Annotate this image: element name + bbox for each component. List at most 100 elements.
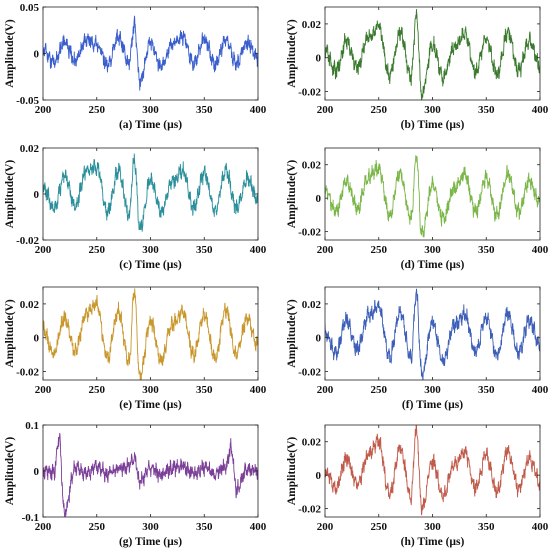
y-axis-label: Amplitude(V) <box>4 19 16 88</box>
y-tick-label: 0 <box>34 466 40 478</box>
y-tick-label: 0.02 <box>20 143 40 155</box>
series-line-a <box>43 15 258 91</box>
y-tick-label: 0 <box>316 53 322 65</box>
x-tick-label: 300 <box>424 521 441 533</box>
series-line-h <box>325 425 540 516</box>
series-line-f <box>325 288 540 380</box>
x-tick-label: 200 <box>35 244 52 256</box>
y-tick-label: -0.02 <box>298 504 321 516</box>
x-tick-label: 350 <box>196 521 213 533</box>
x-axis-label: (c) Time (µs) <box>119 259 182 271</box>
y-tick-label: 0.02 <box>302 19 322 31</box>
y-axis-label: Amplitude(V) <box>4 437 16 506</box>
x-tick-label: 400 <box>532 104 549 116</box>
x-tick-label: 250 <box>89 521 106 533</box>
y-tick-label: 0 <box>34 333 40 345</box>
x-tick-label: 250 <box>371 384 388 396</box>
x-tick-label: 200 <box>317 104 334 116</box>
x-axis-label: (d) Time (µs) <box>401 259 465 271</box>
y-axis-label: Amplitude(V) <box>4 299 16 368</box>
series-line-c <box>43 153 258 232</box>
y-axis-label: Amplitude(V) <box>4 160 16 229</box>
y-axis-label: Amplitude(V) <box>286 19 298 88</box>
series-line-e <box>43 288 258 380</box>
axes-box-b <box>324 6 541 101</box>
y-tick-label: -0.02 <box>298 367 321 379</box>
x-axis-label: (f) Time (µs) <box>402 399 463 411</box>
axes-box-d <box>324 147 541 241</box>
x-tick-label: 200 <box>35 521 52 533</box>
axes-box-f <box>324 286 541 381</box>
y-tick-label: 0.02 <box>20 299 40 311</box>
y-tick-label: 0.02 <box>302 160 322 172</box>
y-tick-label: 0.1 <box>25 420 39 432</box>
y-tick-label: 0 <box>316 470 322 482</box>
y-tick-label: 0.02 <box>302 299 322 311</box>
y-tick-label: -0.02 <box>16 367 39 379</box>
x-tick-label: 300 <box>142 521 159 533</box>
axes-box-e <box>42 286 259 381</box>
x-axis-label: (h) Time (µs) <box>401 536 465 548</box>
x-tick-label: 300 <box>424 244 441 256</box>
x-tick-label: 200 <box>317 384 334 396</box>
panel-g: 200 250 300 350 400 0.1 0 -0.1 Amplitude(V) (g) T… <box>4 420 267 548</box>
x-axis-label: (b) Time (µs) <box>401 119 465 131</box>
y-tick-label: 0 <box>34 189 40 201</box>
x-tick-label: 300 <box>424 384 441 396</box>
x-axis-label: (a) Time (µs) <box>119 119 182 131</box>
x-tick-label: 400 <box>250 384 267 396</box>
x-tick-label: 250 <box>371 104 388 116</box>
axes-box-a <box>42 6 259 101</box>
y-tick-label: -0.02 <box>298 227 321 239</box>
y-tick-label: -0.02 <box>298 87 321 99</box>
x-tick-label: 400 <box>250 521 267 533</box>
x-tick-label: 200 <box>35 104 52 116</box>
y-tick-label: -0.05 <box>16 95 39 107</box>
x-tick-label: 400 <box>250 244 267 256</box>
y-axis-label: Amplitude(V) <box>286 160 298 229</box>
y-tick-label: -0.02 <box>16 235 39 247</box>
x-tick-label: 300 <box>142 244 159 256</box>
x-tick-label: 350 <box>478 384 495 396</box>
x-axis-label: (e) Time (µs) <box>119 399 182 411</box>
x-tick-label: 350 <box>196 244 213 256</box>
x-tick-label: 250 <box>89 104 106 116</box>
x-tick-label: 300 <box>142 384 159 396</box>
series-line-d <box>325 155 540 238</box>
x-tick-label: 200 <box>317 521 334 533</box>
y-axis-label: Amplitude(V) <box>286 437 298 506</box>
x-tick-label: 350 <box>478 244 495 256</box>
y-tick-label: -0.1 <box>22 512 39 524</box>
x-tick-label: 200 <box>317 244 334 256</box>
axes-box-h <box>324 424 541 518</box>
y-tick-label: 0.02 <box>302 437 322 449</box>
x-tick-label: 350 <box>196 384 213 396</box>
axes-box-c <box>42 147 259 241</box>
x-tick-label: 200 <box>35 384 52 396</box>
x-tick-label: 250 <box>89 244 106 256</box>
x-tick-label: 250 <box>89 384 106 396</box>
x-tick-label: 250 <box>371 521 388 533</box>
y-tick-label: 0.05 <box>20 2 40 14</box>
series-line-g <box>43 433 258 517</box>
y-axis-label: Amplitude(V) <box>286 299 298 368</box>
x-tick-label: 250 <box>371 244 388 256</box>
x-axis-label: (g) Time (µs) <box>119 536 182 548</box>
x-tick-label: 350 <box>478 104 495 116</box>
x-tick-label: 300 <box>142 104 159 116</box>
x-tick-label: 300 <box>424 104 441 116</box>
y-tick-label: 0 <box>34 49 40 61</box>
x-tick-label: 400 <box>532 244 549 256</box>
y-tick-label: 0 <box>316 193 322 205</box>
x-tick-label: 400 <box>532 384 549 396</box>
x-tick-label: 350 <box>478 521 495 533</box>
series-line-b <box>325 9 540 100</box>
